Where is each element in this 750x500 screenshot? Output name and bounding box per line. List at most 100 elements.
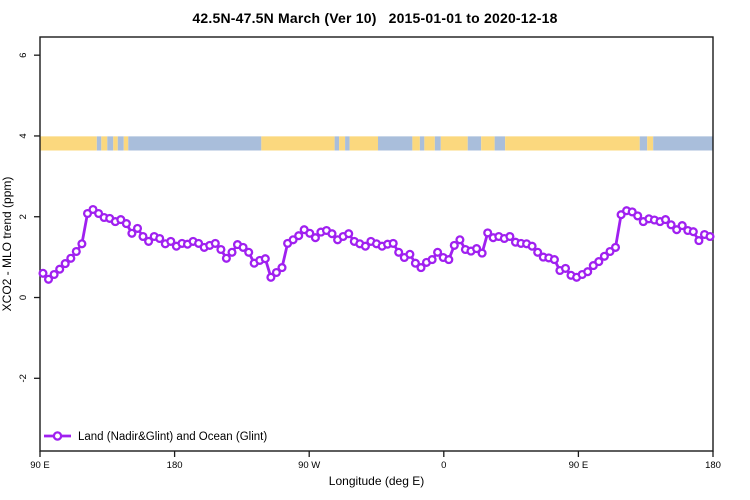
data-point-marker xyxy=(560,263,571,273)
data-point-marker xyxy=(77,239,87,249)
y-tick-label: 0 xyxy=(18,295,29,300)
data-point-marker xyxy=(49,269,59,280)
x-tick-label: 0 xyxy=(441,460,446,471)
y-axis-label: XCO2 - MLO trend (ppm) xyxy=(0,177,14,312)
y-tick-label: 2 xyxy=(18,214,29,219)
land-ocean-band-segment-ocean xyxy=(117,136,124,151)
data-point-marker xyxy=(360,241,370,251)
data-point-marker xyxy=(66,253,76,263)
land-ocean-band-segment-ocean xyxy=(107,136,114,151)
legend-label: Land (Nadir&Glint) and Ocean (Glint) xyxy=(78,431,267,443)
data-point-marker xyxy=(138,231,148,242)
data-point-marker xyxy=(416,263,426,273)
plot-border xyxy=(39,36,714,452)
data-point-marker xyxy=(238,242,248,252)
data-point-marker xyxy=(305,228,315,238)
data-point-marker xyxy=(55,264,65,274)
data-point-marker xyxy=(533,247,543,257)
data-point-marker xyxy=(71,246,81,257)
chart-title-region: 42.5N-47.5N March (Ver 10) xyxy=(192,10,377,26)
data-point-marker xyxy=(449,240,459,250)
land-ocean-band-segment-land xyxy=(424,136,435,151)
y-tick-label: -2 xyxy=(18,374,29,382)
data-point-marker xyxy=(388,238,398,248)
data-point-marker xyxy=(38,268,48,278)
data-point-marker xyxy=(483,228,493,238)
data-point-marker xyxy=(433,247,443,257)
data-point-marker xyxy=(599,251,609,261)
x-tick-label: 90 E xyxy=(30,460,50,471)
data-point-marker xyxy=(266,272,276,282)
data-point-marker xyxy=(327,229,337,239)
land-ocean-band-segment-ocean xyxy=(334,136,340,151)
data-point-marker xyxy=(594,257,604,267)
land-ocean-band-segment-land xyxy=(113,136,118,151)
data-point-marker xyxy=(549,255,559,265)
data-point-marker xyxy=(344,229,354,239)
data-point-marker xyxy=(583,267,593,277)
land-ocean-band-segment-ocean xyxy=(345,136,350,151)
land-ocean-band-segment-land xyxy=(40,136,97,151)
data-point-marker xyxy=(277,263,287,273)
land-ocean-band-segment-land xyxy=(647,136,654,151)
land-ocean-band-segment-ocean xyxy=(419,136,425,151)
land-ocean-band-segment-land xyxy=(339,136,346,151)
data-point-marker xyxy=(43,274,54,284)
chart-title: 42.5N-47.5N March (Ver 10) 2015-01-01 to … xyxy=(0,10,750,26)
land-ocean-band-segment-land xyxy=(123,136,129,151)
y-tick-label: 6 xyxy=(18,53,29,58)
land-ocean-band-segment-ocean xyxy=(653,136,713,151)
land-ocean-band-segment-ocean xyxy=(434,136,441,151)
data-point-marker xyxy=(705,231,715,242)
data-point-marker xyxy=(155,233,165,244)
data-point-marker xyxy=(405,249,415,259)
chart-title-dates: 2015-01-01 to 2020-12-18 xyxy=(388,10,558,26)
y-tick-label: 4 xyxy=(18,133,29,138)
data-point-marker xyxy=(455,235,465,245)
data-point-marker xyxy=(260,254,270,264)
land-ocean-band-segment-land xyxy=(412,136,420,151)
data-point-marker xyxy=(610,242,621,252)
data-point-marker xyxy=(221,253,231,263)
x-tick-label: 180 xyxy=(167,460,183,471)
data-point-marker xyxy=(244,247,254,257)
data-point-marker xyxy=(444,255,454,265)
x-tick-label: 90 W xyxy=(298,460,320,471)
legend: Land (Nadir&Glint) and Ocean (Glint) xyxy=(44,431,267,443)
data-point-marker xyxy=(210,238,220,248)
data-point-marker xyxy=(394,247,404,257)
land-ocean-band-segment-land xyxy=(101,136,108,151)
data-point-marker xyxy=(132,223,143,233)
land-ocean-band-segment-land xyxy=(440,136,468,151)
x-tick-label: 90 E xyxy=(569,460,589,471)
land-ocean-band-segment-ocean xyxy=(467,136,482,151)
data-point-marker xyxy=(127,228,137,238)
land-ocean-band-segment-land xyxy=(261,136,335,151)
data-point-marker xyxy=(633,211,643,221)
data-point-marker xyxy=(60,259,70,269)
data-point-marker xyxy=(694,236,704,246)
land-ocean-band-segment-ocean xyxy=(639,136,648,151)
data-point-marker xyxy=(166,236,176,246)
x-axis-label: Longitude (deg E) xyxy=(329,474,424,488)
data-point-marker xyxy=(688,227,698,237)
data-point-marker xyxy=(666,220,676,230)
data-point-marker xyxy=(144,236,154,246)
data-point-marker xyxy=(310,233,320,243)
data-point-marker xyxy=(288,235,298,245)
data-point-marker xyxy=(410,258,420,268)
data-point-marker xyxy=(505,231,515,242)
land-ocean-band-segment-ocean xyxy=(494,136,506,151)
data-point-marker xyxy=(472,244,482,254)
data-point-marker xyxy=(427,255,437,265)
legend-marker xyxy=(52,431,63,441)
data-point-marker xyxy=(121,219,131,229)
data-point-marker xyxy=(294,231,304,241)
data-point-marker xyxy=(216,244,226,255)
land-ocean-band-segment-land xyxy=(505,136,640,151)
data-point-marker xyxy=(527,241,537,251)
land-ocean-band-segment-ocean xyxy=(377,136,413,151)
data-point-marker xyxy=(660,215,671,225)
